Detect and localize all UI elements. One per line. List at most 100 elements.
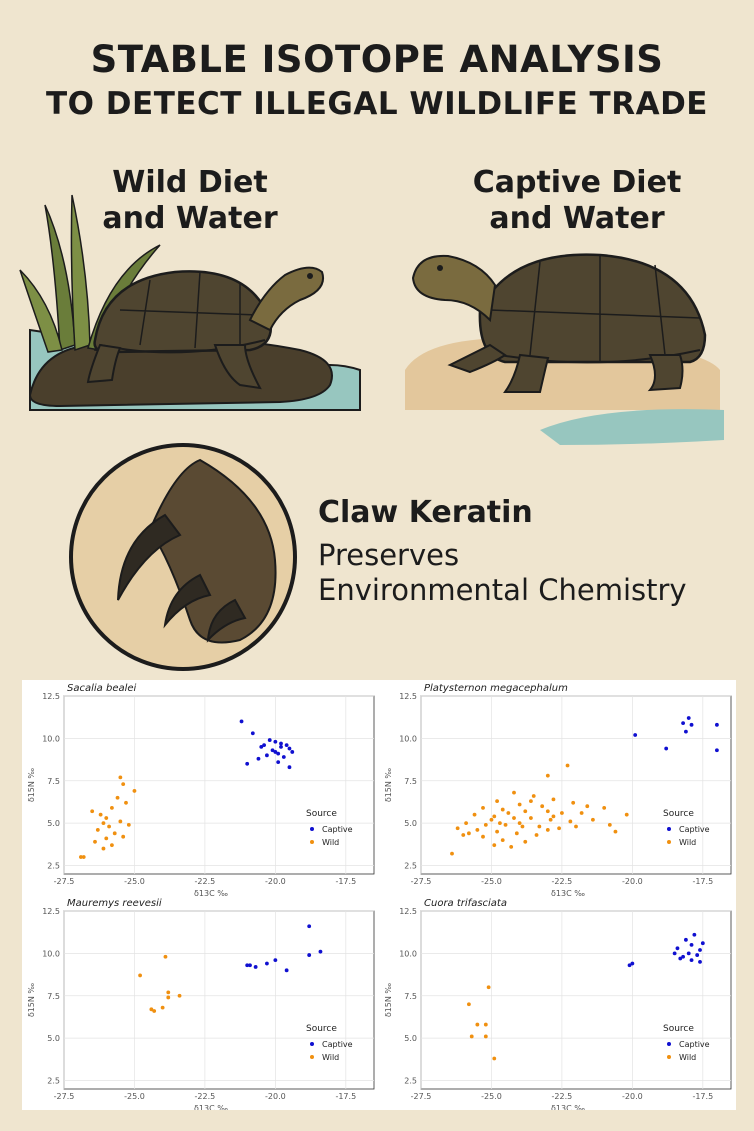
chart-title: Cuora trifasciata [424,898,507,909]
data-point-wild [500,807,505,812]
claw-subtitle-line-1: Preserves [318,538,460,572]
data-point-captive [290,750,295,754]
data-point-wild [472,812,477,817]
y-tick-label: 5.0 [47,1034,60,1043]
data-point-captive [698,948,702,952]
data-point-captive [279,741,283,746]
data-point-wild [579,811,584,815]
y-tick-label: 7.5 [47,992,60,1001]
data-point-captive [279,744,283,749]
data-point-wild [467,1002,471,1007]
data-point-wild [121,782,126,787]
data-point-captive [250,731,255,736]
data-point-captive [273,750,278,754]
data-point-wild [492,1056,497,1061]
y-tick-label: 12.5 [399,692,417,701]
legend-title: Source [306,809,337,819]
data-point-wild [104,816,109,820]
data-point-wild [523,809,528,814]
data-point-captive [265,753,269,758]
data-point-wild [517,802,522,807]
data-point-wild [467,831,471,836]
y-tick-label: 2.5 [404,862,417,871]
data-point-captive [633,733,638,737]
data-point-captive [273,739,278,744]
x-axis-label: δ13C ‰ [194,1104,228,1110]
data-point-captive [627,963,632,968]
y-tick-label: 10.0 [42,734,60,743]
data-point-wild [545,809,550,814]
captive-diet-line-2: and Water [489,201,665,236]
chart-title: Sacalia bealei [67,683,137,694]
data-point-wild [483,1034,488,1039]
plot-area [420,695,732,875]
data-point-wild [568,819,573,824]
data-point-wild [101,821,106,826]
data-point-captive [273,958,278,963]
data-point-wild [450,851,454,856]
wild-diet-label: Wild Diet and Water [40,165,340,237]
data-point-wild [166,990,171,995]
data-point-wild [464,821,468,826]
x-axis-label: δ13C ‰ [551,889,585,898]
data-point-wild [118,819,123,824]
legend-entry: Wild [322,838,339,847]
data-point-captive [715,748,719,753]
x-axis-label: δ13C ‰ [194,889,228,898]
x-tick-label: -22.5 [195,1092,216,1101]
data-point-wild [514,831,519,836]
data-point-captive [262,743,266,748]
data-point-wild [112,831,117,836]
data-point-captive [245,963,250,968]
wild-scene [19,194,361,411]
data-point-wild [132,789,137,793]
data-point-wild [512,790,516,795]
data-point-wild [534,833,539,837]
legend-title: Source [663,809,694,819]
data-point-wild [607,822,612,827]
data-point-wild [79,855,83,859]
claw-keratin-subtitle: Preserves Environmental Chemistry [318,538,687,608]
chart-title: Platysternon megacephalum [424,683,568,694]
data-point-captive [284,968,289,973]
x-tick-label: -20.0 [622,1092,643,1101]
captive-diet-line-1: Captive Diet [472,165,682,200]
data-point-captive [259,744,264,749]
legend-marker-captive [310,1042,314,1046]
y-tick-label: 10.0 [399,734,417,743]
legend-marker-wild [667,840,671,844]
data-point-wild [529,799,533,804]
y-tick-label: 12.5 [42,907,60,916]
data-point-wild [498,821,502,826]
data-point-wild [489,817,494,822]
x-tick-label: -25.0 [124,1092,145,1101]
data-point-captive [689,722,694,727]
data-point-wild [624,812,629,817]
data-point-captive [686,951,691,956]
data-point-captive [698,959,702,964]
data-point-wild [104,836,109,841]
scatter-panel-grid: Sacalia bealei -27.5 -25.0 -22.5 -20.0 -17.5 2… [22,680,736,1110]
data-point-captive [684,729,688,734]
data-point-wild [486,985,491,990]
x-tick-label: -20.0 [265,1092,286,1101]
claw-icon [117,513,182,601]
data-point-wild [90,809,95,814]
chart-panel: Platysternon megacephalum -27.5 -25.0 -22.5… [384,683,732,898]
data-point-wild [602,805,607,810]
data-point-captive [695,953,700,957]
data-point-wild [98,812,103,817]
chart-panel: Sacalia bealei -27.5 -25.0 -22.5 -20.0 -17.5 2… [27,683,375,898]
y-axis-label: δ15N ‰ [27,768,36,803]
legend-marker-captive [667,1042,671,1046]
data-point-wild [121,834,126,839]
x-tick-label: -17.5 [692,877,713,886]
data-point-wild [483,1022,488,1027]
data-point-wild [613,829,618,834]
y-tick-label: 7.5 [47,777,60,786]
data-point-wild [574,824,578,829]
data-point-captive [276,751,281,756]
y-tick-label: 5.0 [404,1034,417,1043]
plot-area [420,910,732,1090]
x-tick-label: -27.5 [411,877,432,886]
